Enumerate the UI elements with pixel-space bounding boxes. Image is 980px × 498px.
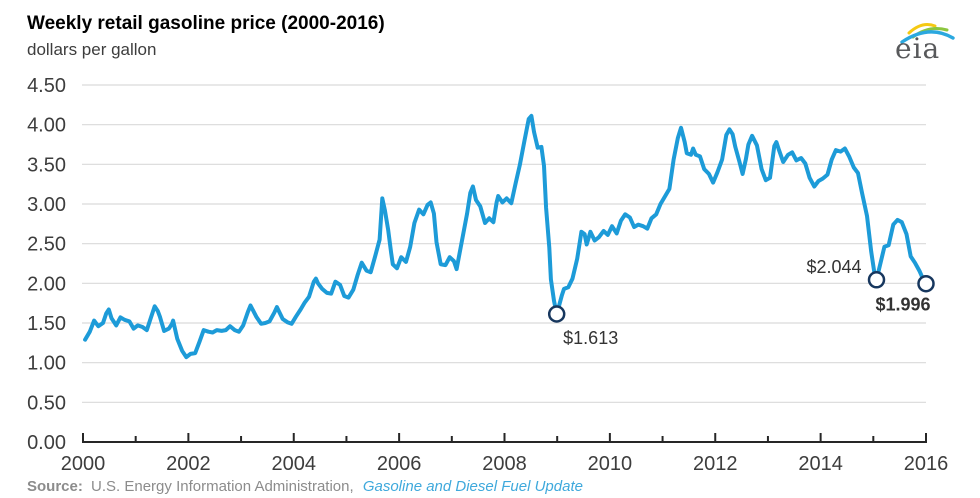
y-axis-tick-label: 0.00 [27,432,66,454]
data-point-marker [547,305,566,323]
chart-title: Weekly retail gasoline price (2000-2016) [27,13,385,34]
x-axis-tick-label: 2002 [166,453,211,475]
source-label: Source: [27,478,83,495]
y-axis-tick-label: 4.00 [27,115,66,137]
x-axis-tick-label: 2000 [61,453,106,475]
x-axis-tick-label: 2004 [272,453,317,475]
x-axis-tick-label: 2008 [482,453,527,475]
y-axis-tick-label: 3.50 [27,154,66,176]
y-axis-tick-label: 1.00 [27,353,66,375]
source-line: Source: U.S. Energy Information Administ… [27,478,583,495]
source-text: U.S. Energy Information Administration, [91,478,354,495]
data-point-marker [917,274,935,293]
y-axis-tick-label: 4.50 [27,75,66,97]
y-axis-tick-label: 0.50 [27,392,66,414]
x-axis-tick-label: 2014 [798,453,843,475]
eia-logo-text: eia [895,32,941,65]
chart-subtitle: dollars per gallon [27,40,157,59]
x-axis-tick-label: 2016 [904,453,949,475]
y-axis-tick-label: 1.50 [27,313,66,335]
x-axis-tick-label: 2010 [588,453,633,475]
annotation-label: $1.996 [875,295,930,315]
data-point-marker [867,271,886,289]
price-line [83,113,928,360]
y-axis-tick-label: 2.50 [27,234,66,256]
annotation-label: $2.044 [806,257,861,277]
source-link[interactable]: Gasoline and Diesel Fuel Update [362,478,583,495]
annotation-label: $1.613 [563,328,618,348]
eia-logo-swoosh-icon [900,23,955,44]
y-axis-tick-label: 2.00 [27,273,66,295]
x-axis-tick-label: 2012 [693,453,738,475]
x-axis-tick-label: 2006 [377,453,422,475]
y-axis-tick-label: 3.00 [27,194,66,216]
eia-logo: eia [893,18,957,66]
